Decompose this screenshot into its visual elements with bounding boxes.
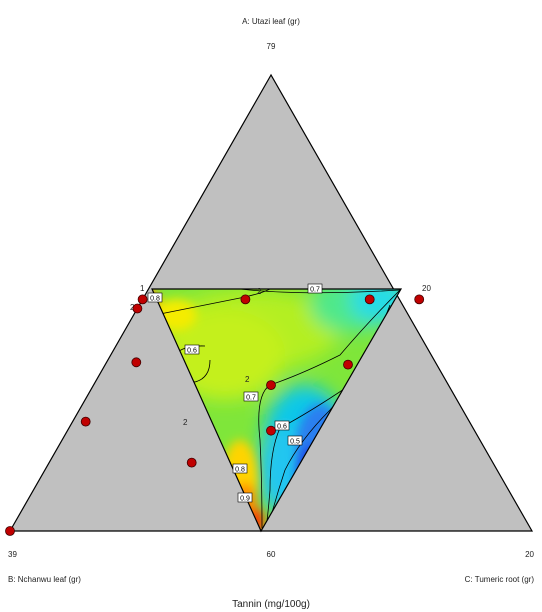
contour-label: 0.7: [310, 287, 320, 294]
region-corner-bottom: 60: [267, 550, 276, 559]
replicate-label: 2: [183, 418, 188, 427]
design-point: [240, 294, 251, 305]
design-point: [5, 526, 15, 536]
contour-label-group: 0.8 0.7 0.6 0.7 0.6 0.5 0.8 0.9: [147, 283, 323, 503]
design-point: [266, 425, 276, 436]
design-point: [132, 303, 143, 314]
design-point: [343, 359, 353, 370]
constraint-region: [151, 288, 403, 533]
region-corner-right: 20: [422, 284, 431, 293]
contour-label: 0.9: [240, 496, 250, 503]
contour-label: 0.7: [246, 395, 256, 402]
contour-label: 0.6: [277, 424, 287, 431]
axis-a-max: 79: [267, 42, 276, 51]
design-points: [5, 294, 425, 536]
design-point: [80, 416, 91, 427]
replicate-label: 2: [245, 375, 250, 384]
design-point: [414, 294, 425, 305]
axis-b-max: 39: [8, 550, 17, 559]
contour-label: 0.8: [150, 296, 160, 303]
axis-a-label: A: Utazi leaf (gr): [242, 17, 300, 26]
contour-label: 0.8: [235, 467, 245, 474]
replicate-label: 2: [257, 287, 262, 296]
region-corner-left: 1: [140, 284, 145, 293]
design-point: [186, 457, 197, 468]
chart-title: Tannin (mg/100g): [232, 599, 310, 610]
contour-label: 0.6: [187, 348, 197, 355]
axis-c-label: C: Tumeric root (gr): [465, 575, 535, 584]
design-point: [137, 294, 148, 305]
axis-b-label: B: Nchanwu leaf (gr): [8, 575, 81, 584]
design-point: [131, 357, 142, 368]
design-point: [364, 294, 375, 305]
contour-label: 0.5: [290, 439, 300, 446]
replicate-label: 2: [130, 303, 135, 312]
axis-c-max: 20: [525, 550, 534, 559]
design-point: [266, 380, 276, 391]
